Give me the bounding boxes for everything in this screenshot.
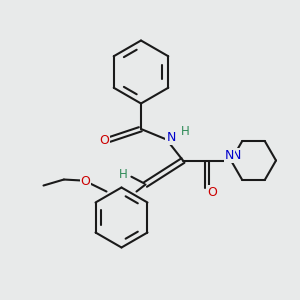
- Text: N: N: [231, 149, 241, 163]
- Text: O: O: [81, 175, 90, 188]
- Text: H: H: [181, 124, 190, 138]
- Text: N: N: [166, 130, 176, 144]
- Text: O: O: [99, 134, 109, 147]
- Text: H: H: [119, 168, 128, 181]
- Text: O: O: [208, 186, 217, 199]
- Text: N: N: [225, 149, 234, 163]
